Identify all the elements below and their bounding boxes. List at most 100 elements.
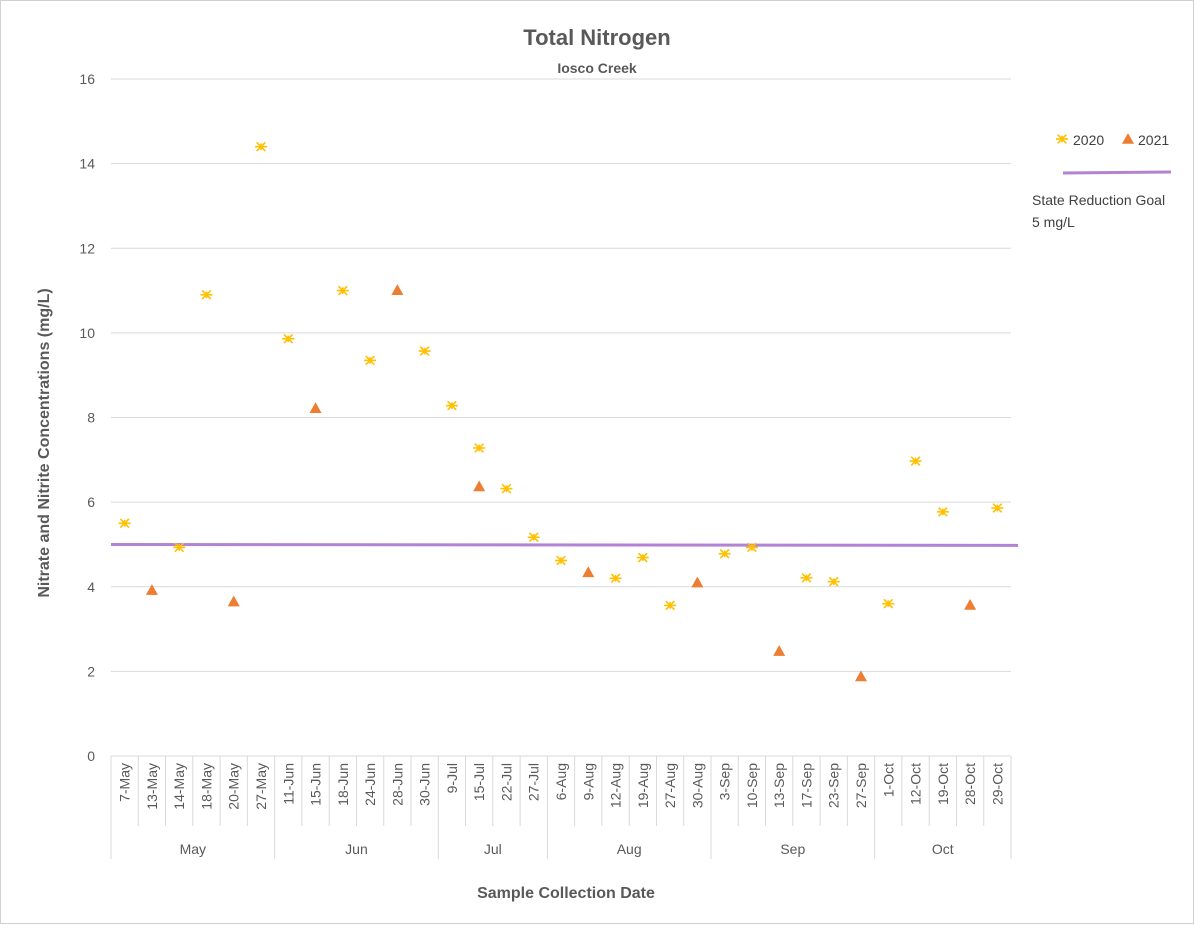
x-tick-label: 14-May bbox=[171, 763, 187, 810]
legend-reference-label-line2: 5 mg/L bbox=[1032, 214, 1075, 230]
y-axis-title: Nitrate and Nitrite Concentrations (mg/L… bbox=[36, 288, 53, 597]
x-tick-label: 27-May bbox=[253, 763, 269, 810]
x-tick-label: 23-Sep bbox=[826, 763, 842, 808]
marker-triangle bbox=[145, 584, 158, 595]
marker-asterisk bbox=[636, 552, 649, 563]
series-2020 bbox=[118, 141, 1004, 611]
reference-line-layer bbox=[110, 542, 1019, 547]
marker-triangle bbox=[391, 284, 404, 295]
marker-asterisk bbox=[800, 572, 813, 583]
y-tick-label: 10 bbox=[79, 325, 95, 341]
marker-asterisk bbox=[1056, 134, 1068, 144]
data-markers bbox=[118, 141, 1004, 682]
x-tick-label: 9-Jul bbox=[444, 763, 460, 793]
marker-asterisk bbox=[827, 576, 840, 587]
x-axis-title: Sample Collection Date bbox=[477, 885, 655, 902]
marker-asterisk bbox=[473, 443, 486, 453]
month-group-label: May bbox=[180, 841, 206, 857]
marker-asterisk bbox=[364, 355, 377, 366]
legend: 2020 2021 State Reduction Goal 5 mg/L bbox=[1032, 132, 1172, 230]
x-tick-label: 15-Jul bbox=[471, 763, 487, 801]
marker-asterisk bbox=[882, 598, 895, 609]
marker-triangle bbox=[964, 598, 977, 610]
x-tick-label: 18-May bbox=[198, 763, 214, 810]
x-tick-label: 17-Sep bbox=[798, 763, 814, 808]
legend-item-2021: 2021 bbox=[1122, 132, 1169, 148]
marker-asterisk bbox=[609, 573, 622, 584]
x-axis: 7-May 13-May 14-May 18-May 20-May 27-May 11-Ju… bbox=[110, 755, 1012, 859]
legend-marker-2021 bbox=[1122, 133, 1134, 144]
x-tick-label: 24-Jun bbox=[362, 763, 378, 806]
month-group-label: Sep bbox=[780, 841, 805, 857]
x-tick-label: 18-Jun bbox=[335, 763, 351, 806]
reference-line bbox=[110, 542, 1019, 547]
marker-asterisk bbox=[745, 542, 758, 553]
x-tick-label: 27-Aug bbox=[662, 763, 678, 808]
x-tick-label: 10-Sep bbox=[744, 763, 760, 808]
marker-asterisk bbox=[445, 400, 458, 411]
marker-asterisk bbox=[527, 532, 540, 543]
legend-item-reference: State Reduction Goal 5 mg/L bbox=[1032, 170, 1172, 230]
x-tick-label: 9-Aug bbox=[580, 763, 596, 800]
y-tick-label: 8 bbox=[87, 410, 95, 426]
x-tick-label: 15-Jun bbox=[308, 763, 324, 806]
marker-asterisk bbox=[336, 285, 349, 296]
marker-triangle bbox=[473, 480, 486, 492]
x-tick-label: 29-Oct bbox=[989, 763, 1005, 805]
marker-asterisk bbox=[418, 346, 431, 356]
x-tick-label: 19-Aug bbox=[635, 763, 651, 808]
y-tick-label: 16 bbox=[79, 71, 95, 87]
chart-subtitle: Iosco Creek bbox=[557, 60, 637, 76]
y-tick-label: 12 bbox=[79, 240, 95, 256]
x-tick-label: 3-Sep bbox=[717, 763, 733, 801]
x-tick-label: 22-Jul bbox=[498, 763, 514, 801]
month-group-label: Aug bbox=[617, 841, 642, 857]
marker-asterisk bbox=[500, 483, 513, 494]
month-group-label: Jun bbox=[345, 841, 368, 857]
marker-triangle bbox=[1122, 133, 1134, 144]
x-tick-label: 30-Jun bbox=[417, 763, 433, 806]
y-tick-label: 14 bbox=[79, 156, 95, 172]
gridlines bbox=[111, 78, 1011, 672]
marker-triangle bbox=[691, 576, 704, 588]
x-tick-label: 30-Aug bbox=[689, 763, 705, 808]
y-tick-label: 6 bbox=[87, 494, 95, 510]
x-tick-label: 27-Sep bbox=[853, 763, 869, 808]
marker-triangle bbox=[227, 595, 240, 607]
marker-asterisk bbox=[118, 518, 131, 529]
legend-label-2021: 2021 bbox=[1138, 132, 1169, 148]
legend-marker-2020 bbox=[1056, 134, 1068, 144]
month-group-label: Jul bbox=[484, 841, 502, 857]
x-tick-label: 20-May bbox=[226, 763, 242, 810]
marker-asterisk bbox=[282, 333, 295, 344]
chart-title: Total Nitrogen bbox=[523, 25, 670, 50]
x-tick-label: 6-Aug bbox=[553, 763, 569, 800]
series-2021 bbox=[145, 284, 977, 682]
marker-asterisk bbox=[718, 548, 731, 559]
marker-asterisk bbox=[255, 141, 267, 152]
x-tick-label: 28-Oct bbox=[962, 763, 978, 805]
marker-asterisk bbox=[909, 456, 922, 466]
legend-reference-line bbox=[1062, 170, 1172, 175]
y-tick-label: 0 bbox=[87, 748, 95, 764]
marker-asterisk bbox=[936, 506, 949, 517]
month-group-label: Oct bbox=[932, 841, 954, 857]
marker-triangle bbox=[309, 402, 322, 413]
y-axis-ticks: 0 2 4 6 8 10 12 14 16 bbox=[79, 71, 95, 764]
x-tick-label: 12-Oct bbox=[908, 763, 924, 805]
y-tick-label: 4 bbox=[87, 579, 95, 595]
x-tick-label: 28-Jun bbox=[389, 763, 405, 806]
x-tick-label: 13-May bbox=[144, 763, 160, 810]
marker-triangle bbox=[582, 566, 595, 578]
x-tick-label: 19-Oct bbox=[935, 763, 951, 805]
marker-asterisk bbox=[664, 600, 677, 611]
x-tick-label: 13-Sep bbox=[771, 763, 787, 808]
legend-reference-label-line1: State Reduction Goal bbox=[1032, 192, 1165, 208]
marker-triangle bbox=[773, 645, 786, 656]
marker-asterisk bbox=[555, 555, 567, 566]
x-tick-label: 1-Oct bbox=[880, 763, 896, 797]
marker-asterisk bbox=[173, 542, 186, 553]
legend-label-2020: 2020 bbox=[1073, 132, 1104, 148]
